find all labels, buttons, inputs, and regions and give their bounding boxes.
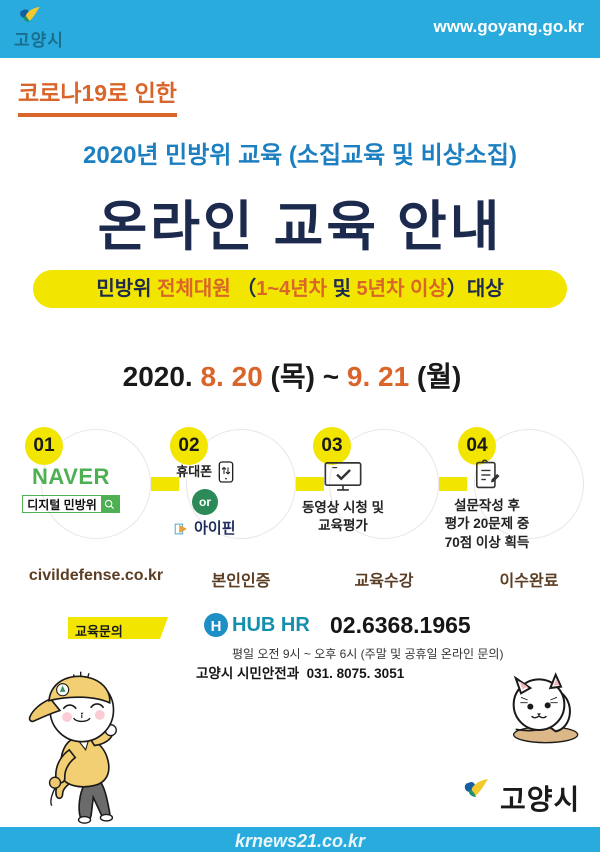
svg-text:H: H	[211, 618, 222, 635]
